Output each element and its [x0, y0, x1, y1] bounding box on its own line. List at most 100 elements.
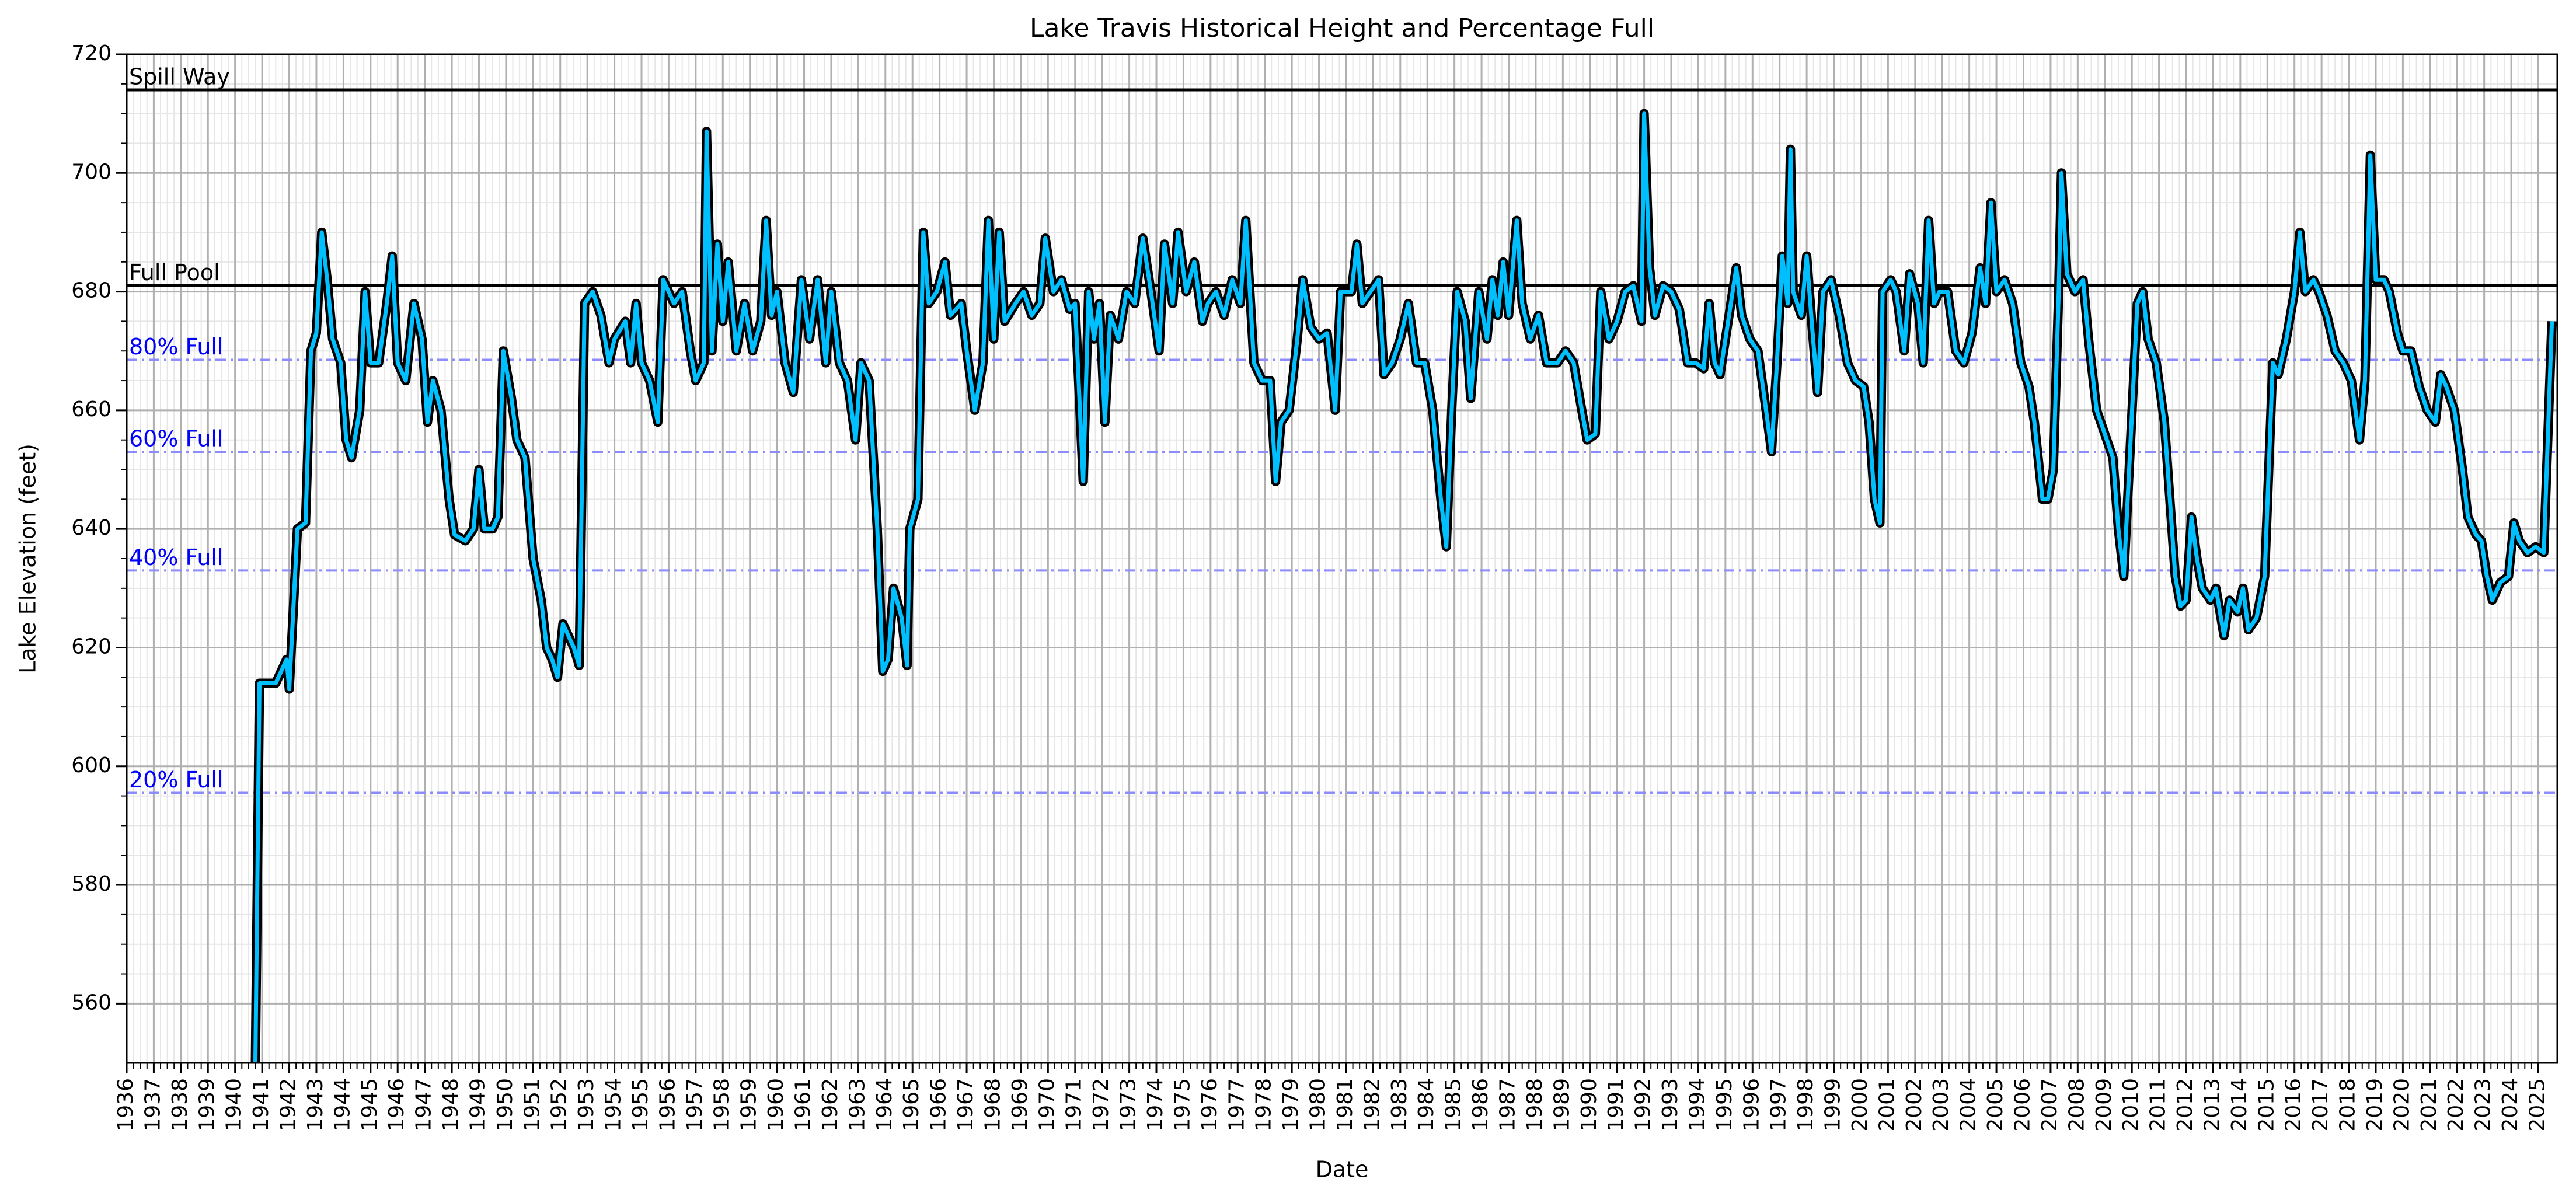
- x-tick-label: 1946: [385, 1078, 409, 1132]
- x-tick-label: 1938: [168, 1078, 192, 1132]
- x-tick-label: 1937: [141, 1078, 165, 1132]
- x-tick-label: 1964: [873, 1078, 897, 1132]
- x-tick-label: 1988: [1523, 1078, 1547, 1132]
- x-tick-label: 2006: [2010, 1078, 2034, 1132]
- y-tick-label: 680: [71, 279, 111, 303]
- x-tick-label: 1941: [249, 1078, 273, 1132]
- x-tick-label: 1966: [927, 1078, 951, 1132]
- x-tick-label: 2023: [2472, 1078, 2495, 1132]
- y-tick-label: 700: [71, 160, 111, 184]
- x-tick-label: 2019: [2363, 1078, 2387, 1132]
- x-tick-label: 1996: [1740, 1078, 1763, 1132]
- reference-label: 80% Full: [129, 334, 224, 360]
- x-tick-label: 1950: [493, 1078, 517, 1132]
- x-tick-label: 2010: [2119, 1078, 2143, 1132]
- x-tick-label: 1943: [304, 1078, 327, 1132]
- x-tick-label: 1939: [195, 1078, 219, 1132]
- x-tick-label: 1982: [1360, 1078, 1384, 1132]
- x-tick-label: 1976: [1198, 1078, 1222, 1132]
- x-tick-label: 1998: [1794, 1078, 1818, 1132]
- x-tick-label: 1993: [1658, 1078, 1682, 1132]
- x-tick-label: 1963: [845, 1078, 869, 1132]
- x-tick-label: 1994: [1685, 1078, 1709, 1132]
- reference-label: 20% Full: [129, 767, 224, 793]
- reference-label: Spill Way: [129, 64, 230, 89]
- x-axis-label: Date: [1316, 1157, 1369, 1183]
- x-tick-label: 1979: [1279, 1078, 1303, 1132]
- x-tick-label: 1986: [1469, 1078, 1493, 1132]
- x-tick-label: 2024: [2498, 1078, 2522, 1132]
- x-tick-label: 1973: [1117, 1078, 1141, 1132]
- x-tick-label: 1975: [1170, 1078, 1194, 1132]
- x-tick-label: 1954: [602, 1078, 626, 1132]
- x-tick-label: 2002: [1902, 1078, 1926, 1132]
- x-tick-label: 2020: [2390, 1078, 2414, 1132]
- x-tick-label: 2008: [2065, 1078, 2089, 1132]
- x-tick-label: 2009: [2092, 1078, 2116, 1132]
- x-tick-label: 1974: [1144, 1078, 1167, 1132]
- x-tick-label: 1983: [1388, 1078, 1411, 1132]
- x-tick-label: 1980: [1306, 1078, 1330, 1132]
- x-tick-label: 2015: [2254, 1078, 2278, 1132]
- x-tick-label: 1985: [1442, 1078, 1466, 1132]
- x-tick-label: 1952: [548, 1078, 571, 1132]
- x-tick-label: 1987: [1496, 1078, 1519, 1132]
- x-tick-label: 1990: [1577, 1078, 1601, 1132]
- x-tick-label: 2025: [2526, 1078, 2550, 1132]
- x-tick-label: 1960: [764, 1078, 788, 1132]
- x-tick-label: 1989: [1550, 1078, 1574, 1132]
- reference-label: 40% Full: [129, 545, 224, 570]
- x-tick-label: 2000: [1848, 1078, 1872, 1132]
- x-tick-label: 1948: [439, 1078, 463, 1132]
- y-tick-label: 640: [71, 516, 111, 540]
- x-tick-label: 1977: [1225, 1078, 1249, 1132]
- x-tick-label: 1965: [900, 1078, 923, 1132]
- x-tick-label: 1958: [710, 1078, 734, 1132]
- x-tick-label: 1955: [629, 1078, 653, 1132]
- reference-label: Full Pool: [129, 260, 220, 285]
- x-tick-label: 1936: [114, 1078, 138, 1132]
- x-tick-label: 2001: [1875, 1078, 1899, 1132]
- x-tick-label: 2017: [2309, 1078, 2333, 1132]
- x-tick-label: 2013: [2200, 1078, 2224, 1132]
- y-axis-label: Lake Elevation (feet): [15, 444, 41, 674]
- x-tick-label: 1997: [1767, 1078, 1791, 1132]
- x-tick-label: 1971: [1062, 1078, 1086, 1132]
- y-tick-label: 660: [71, 397, 111, 421]
- x-tick-label: 2018: [2336, 1078, 2360, 1132]
- x-tick-label: 1942: [277, 1078, 301, 1132]
- x-tick-label: 1945: [358, 1078, 382, 1132]
- x-tick-label: 1962: [818, 1078, 842, 1132]
- x-tick-label: 1991: [1604, 1078, 1628, 1132]
- x-tick-label: 1949: [466, 1078, 490, 1132]
- x-tick-label: 2014: [2228, 1078, 2251, 1132]
- x-tick-label: 2016: [2282, 1078, 2306, 1132]
- line: [253, 111, 2554, 1063]
- x-tick-label: 1967: [954, 1078, 978, 1132]
- x-tick-label: 1984: [1414, 1078, 1438, 1132]
- x-tick-label: 1981: [1333, 1078, 1357, 1132]
- x-tick-label: 2021: [2417, 1078, 2441, 1132]
- x-tick-label: 1969: [1008, 1078, 1032, 1132]
- y-tick-label: 720: [71, 41, 111, 65]
- chart-title: Lake Travis Historical Height and Percen…: [1030, 13, 1654, 43]
- x-tick-label: 1940: [222, 1078, 246, 1132]
- x-tick-label: 1951: [520, 1078, 544, 1132]
- x-tick-label: 1978: [1252, 1078, 1276, 1132]
- y-tick-label: 620: [71, 634, 111, 658]
- x-tick-label: 2022: [2444, 1078, 2468, 1132]
- plot-frame: [126, 53, 2558, 1064]
- x-tick-label: 2011: [2146, 1078, 2170, 1132]
- x-tick-label: 1961: [792, 1078, 815, 1132]
- x-tick-label: 1947: [412, 1078, 436, 1132]
- x-tick-label: 1999: [1821, 1078, 1845, 1132]
- x-tick-label: 1957: [683, 1078, 707, 1132]
- x-tick-label: 1953: [574, 1078, 598, 1132]
- x-tick-label: 1968: [981, 1078, 1005, 1132]
- x-tick-label: 1956: [656, 1078, 679, 1132]
- y-tick-label: 580: [71, 872, 111, 896]
- x-tick-label: 2003: [1929, 1078, 1953, 1132]
- x-tick-label: 1959: [737, 1078, 761, 1132]
